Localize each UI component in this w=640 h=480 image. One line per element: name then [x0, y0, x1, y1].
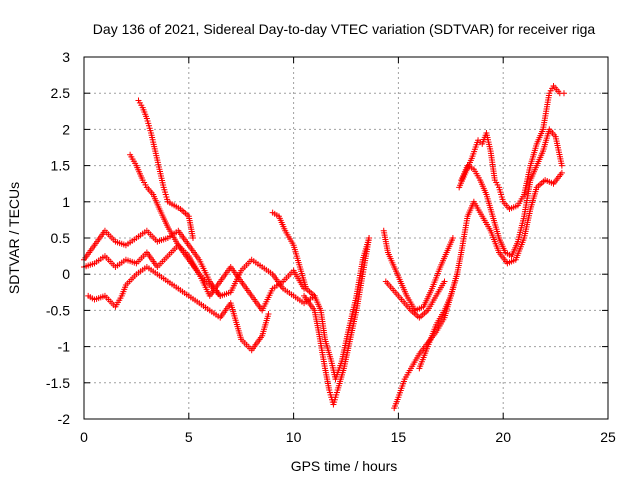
data-point — [441, 278, 448, 285]
series-track-12 — [456, 82, 567, 213]
series-track-11 — [416, 169, 565, 372]
x-tick-label: 20 — [495, 429, 511, 445]
x-tick-label: 5 — [185, 429, 193, 445]
data-point — [189, 235, 196, 241]
plot-frame — [83, 56, 609, 420]
y-tick-label: 0 — [62, 266, 70, 282]
series-track-4 — [127, 151, 224, 299]
y-tick-label: 2.5 — [51, 85, 71, 101]
series-track-9 — [382, 278, 448, 321]
y-tick-label: -1.5 — [46, 375, 70, 391]
data-points — [81, 82, 567, 412]
data-point — [366, 235, 373, 241]
data-point — [449, 235, 456, 241]
x-tick-label: 0 — [80, 429, 88, 445]
series-track-5 — [135, 97, 196, 241]
data-point — [558, 169, 565, 176]
y-tick-label: 3 — [62, 49, 70, 65]
y-tick-label: 2 — [62, 121, 70, 137]
x-tick-label: 15 — [391, 429, 407, 445]
series-track-3 — [85, 263, 272, 354]
chart-title: Day 136 of 2021, Sidereal Day-to-day VTE… — [93, 21, 596, 37]
series-track-7 — [301, 235, 373, 408]
grid — [84, 57, 608, 419]
series-track-8 — [380, 227, 456, 314]
series-track-13 — [458, 126, 565, 260]
x-axis-label: GPS time / hours — [291, 458, 398, 474]
y-tick-label: -2 — [58, 411, 71, 427]
y-tick-label: -1 — [58, 339, 71, 355]
data-point — [217, 292, 224, 299]
y-tick-label: 0.5 — [51, 230, 71, 246]
series-track-6 — [269, 209, 373, 383]
y-axis-label: SDTVAR / TECUs — [6, 182, 22, 294]
y-tick-label: 1.5 — [51, 158, 71, 174]
series-track-10 — [391, 271, 461, 412]
data-point — [265, 311, 272, 318]
axis-ticks: 0 5 10 15 20 25 -2 -1.5 -1 -0.5 0 0.5 1 1.5 2 2.5 3 — [46, 49, 616, 445]
data-point — [558, 162, 565, 169]
y-tick-label: -0.5 — [46, 302, 70, 318]
x-tick-label: 25 — [600, 429, 616, 445]
data-point — [560, 90, 567, 97]
y-tick-label: 1 — [62, 194, 70, 210]
x-tick-label: 10 — [286, 429, 302, 445]
